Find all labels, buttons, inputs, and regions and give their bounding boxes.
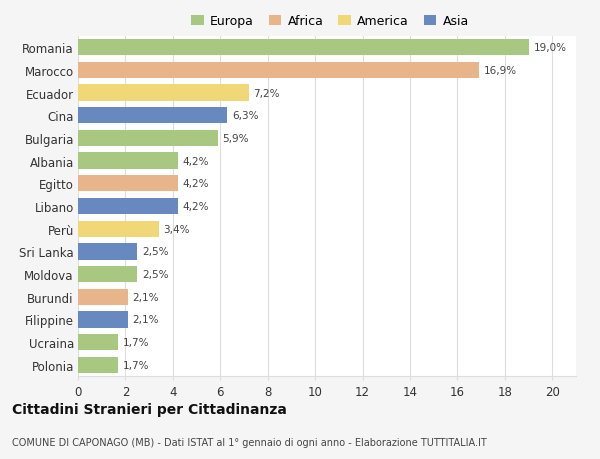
Text: 2,5%: 2,5% [142,247,169,257]
Bar [78,266,137,283]
Text: 4,2%: 4,2% [182,179,209,189]
Text: 16,9%: 16,9% [484,66,517,76]
Bar [78,40,529,56]
Bar [78,85,249,101]
Bar [78,153,178,169]
Bar [78,289,128,305]
Text: COMUNE DI CAPONAGO (MB) - Dati ISTAT al 1° gennaio di ogni anno - Elaborazione T: COMUNE DI CAPONAGO (MB) - Dati ISTAT al … [12,437,487,447]
Bar [78,62,479,79]
Text: 1,7%: 1,7% [123,360,149,370]
Text: 19,0%: 19,0% [533,43,566,53]
Text: 2,1%: 2,1% [133,292,159,302]
Text: 2,5%: 2,5% [142,269,169,280]
Bar [78,357,118,373]
Text: 2,1%: 2,1% [133,315,159,325]
Text: 7,2%: 7,2% [253,88,280,98]
Bar [78,198,178,215]
Bar [78,221,158,237]
Text: 3,4%: 3,4% [163,224,190,234]
Text: 5,9%: 5,9% [223,134,249,144]
Bar [78,108,227,124]
Legend: Europa, Africa, America, Asia: Europa, Africa, America, Asia [191,16,469,28]
Bar [78,244,137,260]
Text: Cittadini Stranieri per Cittadinanza: Cittadini Stranieri per Cittadinanza [12,402,287,416]
Text: 4,2%: 4,2% [182,156,209,166]
Bar [78,334,118,351]
Text: 4,2%: 4,2% [182,202,209,212]
Bar [78,312,128,328]
Text: 6,3%: 6,3% [232,111,259,121]
Bar [78,130,218,147]
Bar [78,176,178,192]
Text: 1,7%: 1,7% [123,337,149,347]
